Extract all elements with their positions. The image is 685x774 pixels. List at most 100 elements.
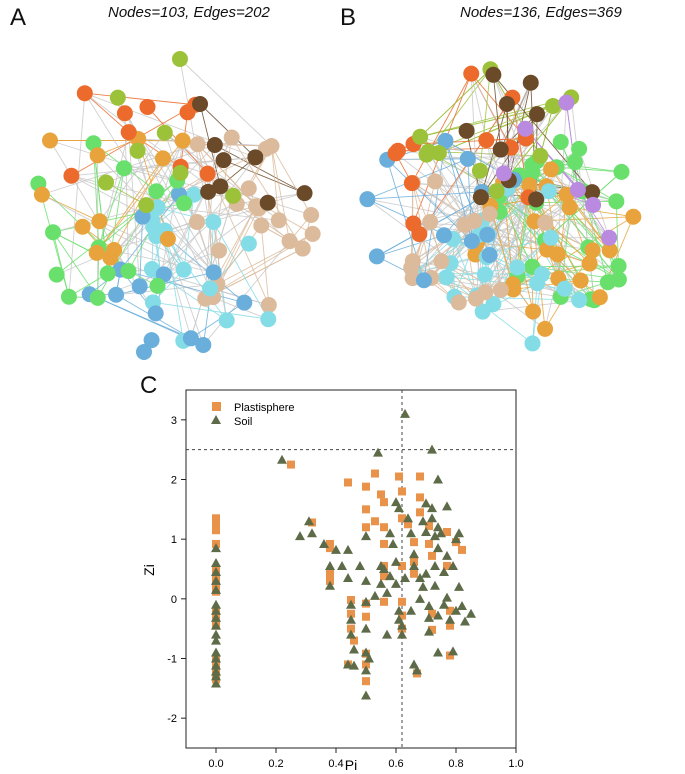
soil-point (433, 522, 443, 532)
plastisphere-point (443, 528, 451, 537)
network_b-nodes (359, 61, 642, 352)
x-axis-ticks: 0.0 0.2 0.4 0.6 0.8 1.0 (208, 748, 524, 770)
network-node-blue (108, 286, 125, 303)
network-node-green (571, 140, 588, 157)
network-node-orange (42, 132, 59, 149)
plastisphere-point (398, 514, 406, 523)
legend-label-soil: Soil (234, 416, 252, 428)
network-node-tan (294, 240, 311, 257)
soil-point (448, 646, 458, 656)
plastisphere-point (458, 545, 466, 554)
soil-point (211, 671, 221, 681)
soil-point (343, 572, 353, 582)
plastisphere-point (416, 493, 424, 502)
plastisphere-point (395, 472, 403, 481)
soil-point (397, 629, 407, 639)
plastisphere-point (398, 611, 406, 620)
threshold-lines (186, 390, 516, 748)
network-edge (260, 225, 270, 306)
soil-point (211, 605, 221, 615)
network-edge (223, 159, 305, 194)
soil-point (211, 653, 221, 663)
soil-point (415, 572, 425, 582)
scatter-marks (211, 408, 476, 700)
network-node-green (85, 135, 102, 152)
soil-point (211, 666, 221, 676)
network-node-blue (143, 332, 160, 349)
plastisphere-point (428, 625, 436, 634)
soil-point (346, 629, 356, 639)
network-node-brown (200, 183, 217, 200)
network-node-tan (304, 225, 321, 242)
network-node-brown (212, 178, 229, 195)
soil-point (433, 543, 443, 553)
network-node-cyan (542, 229, 559, 246)
network-node-blue (459, 150, 476, 167)
network-node-green (149, 277, 166, 294)
network-node-brown (458, 122, 475, 139)
network-node-brown (492, 141, 509, 158)
network-node-orange (537, 320, 554, 337)
network-node-blue (182, 330, 199, 347)
network-node-green (45, 224, 62, 241)
plastisphere-point (362, 660, 370, 669)
soil-point (430, 561, 440, 571)
soil-point (346, 614, 356, 624)
soil-point (361, 596, 371, 606)
network-node-orange (91, 213, 108, 230)
plastisphere-point (398, 562, 406, 571)
network-edge (479, 234, 538, 284)
network-edge (179, 58, 272, 147)
network-node-purple (601, 229, 618, 246)
soil-point (445, 614, 455, 624)
network-node-olive (420, 143, 437, 160)
network-edge (517, 276, 580, 301)
network-node-tan (223, 129, 240, 146)
plastisphere-point (446, 651, 454, 660)
soil-point (421, 498, 431, 508)
soil-point (403, 513, 413, 523)
network-node-olive (532, 147, 549, 164)
network-node-green (99, 265, 116, 282)
network-edge (411, 73, 472, 184)
soil-point (211, 566, 221, 576)
network-a-graph (30, 51, 321, 360)
soil-point (211, 584, 221, 594)
network-node-green (552, 133, 569, 150)
soil-point (424, 626, 434, 636)
soil-point (211, 629, 221, 639)
network-edge (524, 128, 579, 191)
soil-point (451, 534, 461, 544)
soil-point (436, 528, 446, 538)
soil-point (385, 571, 395, 581)
network-edge (164, 230, 184, 341)
plastisphere-point (428, 551, 436, 560)
soil-point (376, 578, 386, 588)
soil-point (439, 599, 449, 609)
network-edge (486, 206, 570, 258)
network-edge (212, 221, 269, 320)
network-node-tan (253, 217, 270, 234)
network-node-green (613, 163, 630, 180)
legend-label-plastisphere: Plastisphere (234, 402, 295, 414)
soil-point (349, 660, 359, 670)
y-tick-label: 2 (171, 475, 177, 487)
plastisphere-point (416, 472, 424, 481)
network-node-brown (206, 136, 223, 153)
network-node-olive (138, 197, 155, 214)
plastisphere-point (380, 539, 388, 548)
network-edge (231, 137, 304, 249)
soil-point (427, 444, 437, 454)
network-node-tan (427, 173, 444, 190)
network-node-green (148, 183, 165, 200)
network-node-cyan (485, 296, 502, 313)
soil-point (346, 599, 356, 609)
network-edge (532, 265, 619, 268)
network-node-blue (481, 246, 498, 263)
network-node-brown (498, 96, 515, 113)
network-node-red (63, 167, 80, 184)
network-node-tan (492, 281, 509, 298)
network-edge (84, 92, 156, 206)
soil-point (391, 497, 401, 507)
network-node-orange (89, 147, 106, 164)
